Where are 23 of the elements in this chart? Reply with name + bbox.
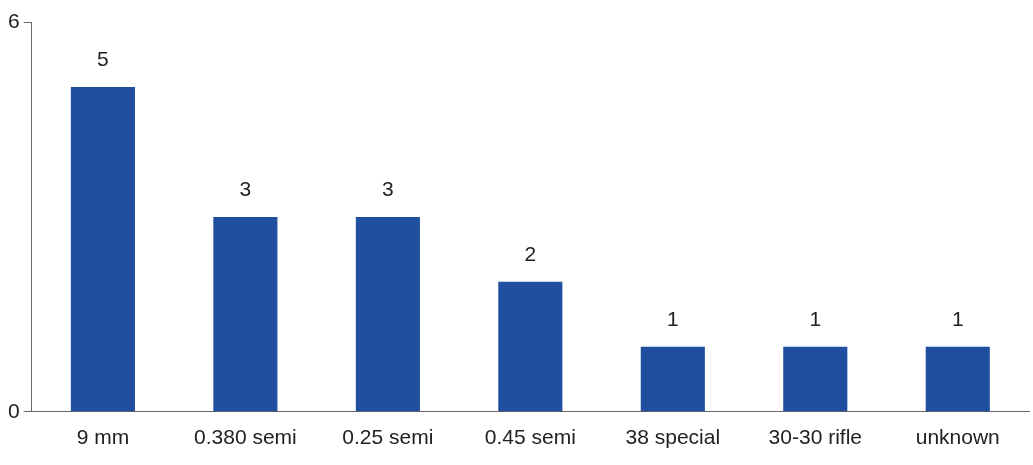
data-label: 2	[524, 242, 537, 266]
x-tick-label: 38 special	[625, 425, 721, 449]
bar	[355, 216, 420, 412]
x-tick-label: 30-30 rifle	[768, 425, 862, 449]
data-label: 1	[666, 307, 679, 331]
bar	[783, 346, 848, 412]
x-tick-label: 0.45 semi	[484, 425, 576, 449]
data-label: 3	[239, 177, 252, 201]
x-tick-label: 9 mm	[76, 425, 130, 449]
x-tick-label: unknown	[915, 425, 1000, 449]
bar	[640, 346, 705, 412]
data-label: 1	[809, 307, 822, 331]
x-tick-label: 0.25 semi	[342, 425, 434, 449]
y-tick-label: 0	[7, 398, 20, 422]
bar	[70, 86, 135, 412]
data-label: 5	[97, 47, 109, 71]
data-label: 3	[382, 177, 394, 201]
x-tick-label: 0.380 semi	[194, 425, 297, 449]
bar	[213, 216, 278, 412]
bar	[925, 346, 990, 412]
bar	[498, 281, 563, 412]
y-tick-label: 6	[7, 8, 20, 32]
data-label: 1	[951, 307, 964, 331]
